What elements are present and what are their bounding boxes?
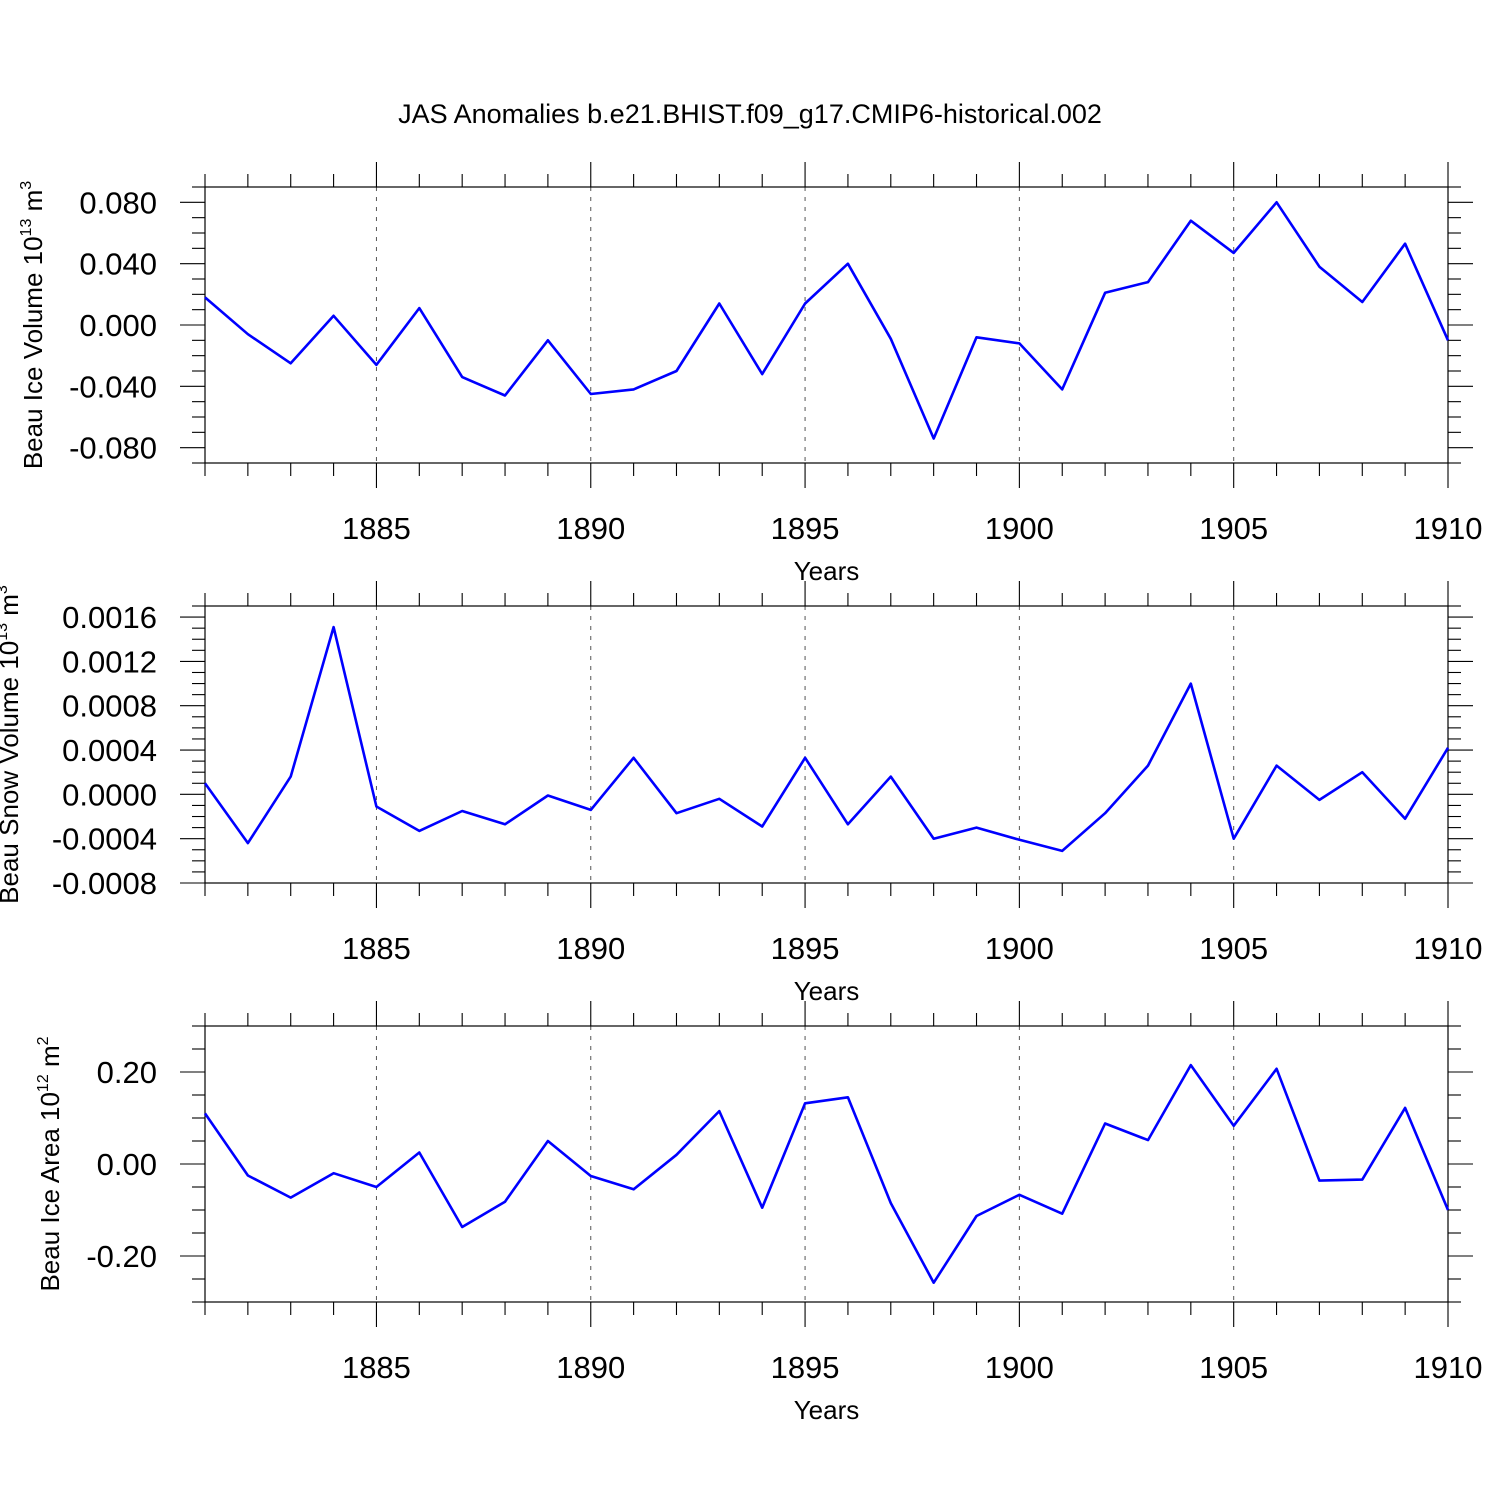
snow-volume-panel: -0.0008 -0.0004 0.0000 0.0004 0.0008 0.0012 0.… (0, 581, 1482, 1006)
snow-volume-x-tick-label: 1890 (556, 931, 625, 966)
snow-volume-x-tick-label: 1910 (1414, 931, 1483, 966)
ice-area-x-tick-label: 1890 (556, 1350, 625, 1385)
snow-volume-y-tick-label: 0.0012 (62, 644, 157, 679)
ice-volume-y-tick-label: 0.080 (79, 185, 157, 220)
ice-volume-y-tick-label: -0.040 (69, 369, 157, 404)
snow-volume-y-tick-label: 0.0008 (62, 689, 157, 724)
ice-volume-x-tick-label: 1890 (556, 511, 625, 546)
snow-volume-series-line (203, 625, 1450, 853)
ice-area-y-axis-label: Beau Ice Area 1012 m2 (35, 1036, 65, 1291)
ice-area-panel: -0.20 0.00 0.20 1885 1890 1895 1900 1905 1910 Yea… (35, 1001, 1482, 1425)
ice-volume-y-tick-label: 0.000 (79, 308, 157, 343)
ice-area-x-tick-label: 1905 (1199, 1350, 1268, 1385)
ice-volume-x-tick-label: 1885 (342, 511, 411, 546)
snow-volume-y-tick-label: 0.0016 (62, 600, 157, 635)
snow-volume-y-axis-label: Beau Snow Volume 1013 m3 (0, 585, 24, 904)
ice-area-x-tick-label: 1885 (342, 1350, 411, 1385)
ice-volume-x-axis-label: Years (794, 556, 860, 586)
ice-area-x-tick-label: 1910 (1414, 1350, 1483, 1385)
snow-volume-plot-frame (204, 605, 1449, 884)
ice-area-series-line (203, 1063, 1450, 1284)
snow-volume-y-tick-label: -0.0008 (52, 866, 157, 901)
ice-volume-x-tick-label: 1905 (1199, 511, 1268, 546)
snow-volume-x-axis-label: Years (794, 976, 860, 1006)
ice-area-plot-frame (204, 1025, 1449, 1303)
ice-area-y-tick-label: 0.00 (97, 1147, 157, 1182)
ice-volume-x-tick-label: 1895 (771, 511, 840, 546)
ice-volume-y-tick-label: 0.040 (79, 247, 157, 282)
ice-area-x-tick-label: 1895 (771, 1350, 840, 1385)
ice-area-x-axis-label: Years (794, 1395, 860, 1425)
chart-title: JAS Anomalies b.e21.BHIST.f09_g17.CMIP6-… (398, 99, 1102, 129)
ice-volume-y-axis-label: Beau Ice Volume 1013 m3 (18, 181, 48, 469)
snow-volume-y-tick-label: -0.0004 (52, 822, 157, 857)
snow-volume-y-tick-label: 0.0004 (62, 733, 157, 768)
snow-volume-x-tick-label: 1885 (342, 931, 411, 966)
ice-area-x-tick-label: 1900 (985, 1350, 1054, 1385)
ice-volume-panel: -0.080 -0.040 0.000 0.040 0.080 1885 1890 1895 1… (18, 162, 1482, 586)
snow-volume-x-tick-label: 1905 (1199, 931, 1268, 966)
ice-area-y-tick-label: -0.20 (86, 1239, 157, 1274)
snow-volume-x-tick-label: 1895 (771, 931, 840, 966)
snow-volume-y-tick-label: 0.0000 (62, 777, 157, 812)
snow-volume-x-tick-label: 1900 (985, 931, 1054, 966)
ice-volume-y-tick-label: -0.080 (69, 431, 157, 466)
ice-volume-x-tick-label: 1910 (1414, 511, 1483, 546)
ice-volume-series-line (204, 201, 1450, 440)
ice-volume-plot-frame (204, 186, 1449, 464)
ice-area-y-tick-label: 0.20 (97, 1055, 157, 1090)
ice-volume-x-tick-label: 1900 (985, 511, 1054, 546)
